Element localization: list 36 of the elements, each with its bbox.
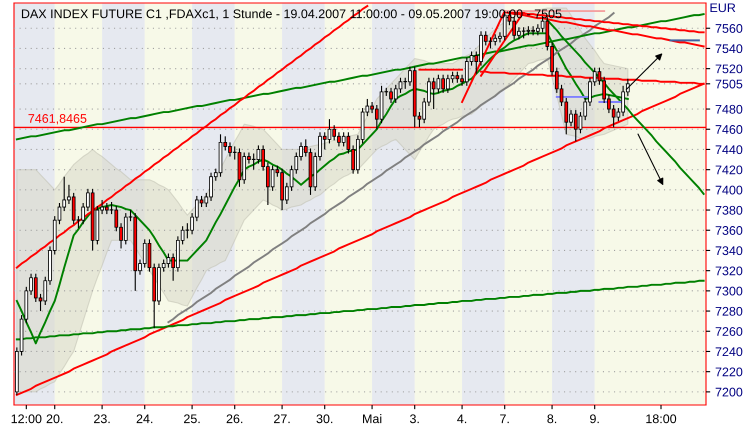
x-tick-label: 18:00	[646, 414, 676, 424]
y-tick-label: 7505	[716, 80, 742, 88]
y-tick-label: 7300	[716, 286, 742, 296]
y-tick-label: 7280	[716, 306, 742, 316]
x-tick-label: 4.	[457, 414, 466, 424]
x-tick-label: 24.	[136, 414, 152, 424]
y-tick-label: 7420	[716, 165, 742, 174]
x-tick-label: 26.	[226, 414, 242, 424]
y-tick-label: 7240	[716, 347, 742, 356]
x-tick-label: Mai	[363, 414, 382, 424]
x-tick-label: 3.	[410, 414, 419, 424]
y-tick-label: 7440	[716, 145, 742, 154]
x-tick-label: 8.	[547, 414, 556, 424]
y-tick-label: 7220	[716, 367, 742, 376]
x-tick-label: 25.	[184, 414, 200, 424]
y-tick-label: 7560	[716, 24, 742, 33]
y-tick-label: 7400	[716, 186, 742, 195]
y-tick-label: 7460	[716, 125, 742, 134]
x-tick-label: 20.	[46, 414, 62, 424]
y-tick-label: 7320	[716, 266, 742, 276]
y-tick-label: 7480	[716, 104, 742, 114]
y-tick-label: 7200	[716, 388, 742, 397]
y-tick-label: 7260	[716, 327, 742, 336]
ref-line-label: 7461,8465	[28, 114, 86, 124]
x-tick-label: 27.	[274, 414, 290, 424]
y-tick-label: 7540	[716, 44, 742, 54]
x-tick-label: 30.	[316, 414, 332, 424]
x-tick-label: 9.	[590, 414, 599, 424]
x-tick-label: 7.	[500, 414, 509, 424]
x-tick-label: 12:00	[12, 414, 42, 424]
y-axis-title: EUR	[710, 3, 736, 12]
y-tick-label: 7380	[716, 206, 742, 215]
y-tick-label: 7340	[716, 246, 742, 256]
y-tick-label: 7360	[716, 226, 742, 235]
x-tick-label: 23.	[94, 414, 110, 424]
y-tick-label: 7520	[716, 64, 742, 74]
